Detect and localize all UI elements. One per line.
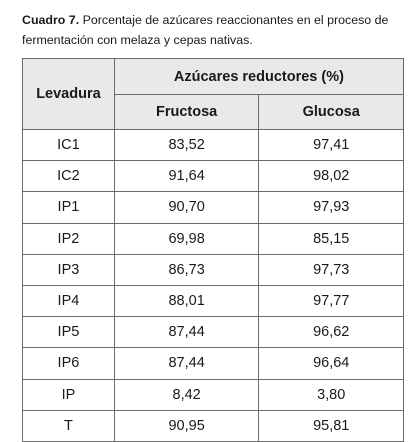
cell-glucosa: 97,77 [258,284,404,318]
cell-glucosa: 85,15 [258,222,404,255]
cell-glucosa: 96,62 [258,316,404,349]
cell-levadura: IP1 [22,191,115,224]
caption-text: Porcentaje de azúcares reaccionantes en … [22,13,389,47]
cell-levadura: IP6 [22,347,115,380]
cell-levadura: IP3 [22,253,115,286]
table-row: IC1 83,52 97,41 [22,128,404,162]
cell-glucosa: 3,80 [258,378,404,411]
header-fructosa: Fructosa [113,94,260,130]
table-row: IP2 69,98 85,15 [22,222,404,255]
cell-levadura: IP [22,378,115,411]
header-levadura: Levadura [22,58,115,130]
cell-levadura: IC1 [22,128,115,162]
cell-levadura: IC2 [22,160,115,193]
cell-fructosa: 88,01 [113,284,260,318]
table-row: IC2 91,64 98,02 [22,160,404,193]
cell-fructosa: 83,52 [113,128,260,162]
cell-glucosa: 95,81 [258,409,404,442]
cell-glucosa: 97,93 [258,191,404,224]
cell-fructosa: 69,98 [113,222,260,255]
header-azucares-reductores: Azúcares reductores (%) [113,58,405,95]
table-row: IP1 90,70 97,93 [22,191,404,224]
table-row: IP6 87,44 96,64 [22,347,404,380]
table-row: T 90,95 95,81 [22,409,404,442]
sugar-table: Levadura Azúcares reductores (%) Fructos… [22,58,405,442]
cell-levadura: IP5 [22,316,115,349]
cell-glucosa: 97,41 [258,128,404,162]
table-row: IP3 86,73 97,73 [22,253,404,286]
cell-fructosa: 90,70 [113,191,260,224]
cell-glucosa: 98,02 [258,160,404,193]
cell-levadura: IP2 [22,222,115,255]
table-row: IP5 87,44 96,62 [22,316,404,349]
cell-fructosa: 90,95 [113,409,260,442]
table-caption: Cuadro 7. Porcentaje de azúcares reaccio… [22,10,402,50]
cell-levadura: IP4 [22,284,115,318]
cell-fructosa: 8,42 [113,378,260,411]
cell-fructosa: 87,44 [113,316,260,349]
cell-fructosa: 86,73 [113,253,260,286]
cell-fructosa: 91,64 [113,160,260,193]
table-row: IP4 88,01 97,77 [22,284,404,318]
cell-glucosa: 96,64 [258,347,404,380]
table-row: IP 8,42 3,80 [22,378,404,411]
cell-levadura: T [22,409,115,442]
header-glucosa: Glucosa [258,94,404,130]
cell-glucosa: 97,73 [258,253,404,286]
caption-label: Cuadro 7. [22,13,80,27]
cell-fructosa: 87,44 [113,347,260,380]
